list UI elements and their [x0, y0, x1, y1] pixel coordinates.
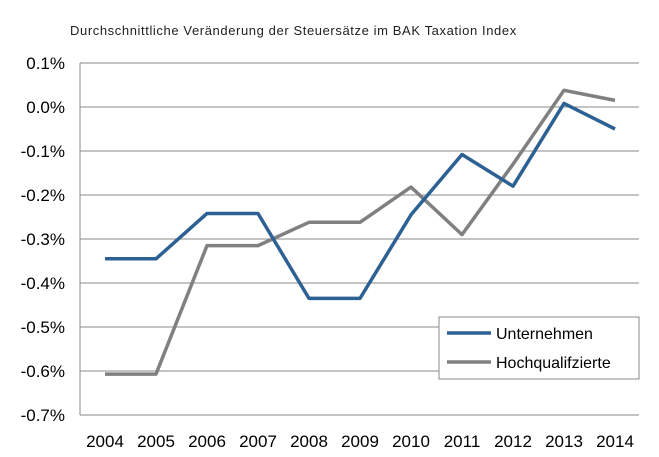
y-tick-label: -0.4% — [21, 274, 65, 293]
y-tick-label: -0.7% — [21, 406, 65, 425]
legend-label-unternehmen: Unternehmen — [496, 326, 593, 343]
legend-label-hochqualifzierte: Hochqualifzierte — [496, 355, 611, 372]
x-tick-label: 2008 — [290, 432, 328, 451]
y-tick-label: -0.3% — [21, 230, 65, 249]
legend-box — [438, 316, 640, 380]
x-tick-label: 2005 — [137, 432, 175, 451]
x-tick-label: 2014 — [596, 432, 634, 451]
y-tick-label: 0.0% — [26, 98, 65, 117]
x-tick-label: 2006 — [188, 432, 226, 451]
x-tick-label: 2004 — [86, 432, 124, 451]
x-tick-label: 2010 — [392, 432, 430, 451]
y-axis-ticks: 0.1% 0.0% -0.1% -0.2% -0.3% -0.4% -0.5% -0.6% -0… — [21, 54, 65, 425]
y-tick-label: -0.5% — [21, 318, 65, 337]
x-tick-label: 2012 — [494, 432, 532, 451]
y-tick-label: 0.1% — [26, 54, 65, 73]
series-line-hochqualifzierte — [105, 88, 616, 376]
y-tick-label: -0.1% — [21, 142, 65, 161]
x-tick-label: 2011 — [444, 432, 481, 451]
chart-title: Durchschnittliche Veränderung der Steuer… — [70, 23, 517, 38]
x-axis-ticks: 2004 2005 2006 2007 2008 2009 2010 2011 2012 2013… — [86, 432, 634, 451]
y-tick-label: -0.6% — [21, 362, 65, 381]
series-lines — [105, 88, 616, 376]
series-line-unternehmen — [105, 101, 616, 301]
legend: Unternehmen Hochqualifzierte — [438, 316, 640, 380]
x-tick-label: 2007 — [239, 432, 277, 451]
x-tick-label: 2013 — [545, 432, 583, 451]
x-tick-label: 2009 — [341, 432, 379, 451]
y-tick-label: -0.2% — [21, 186, 65, 205]
